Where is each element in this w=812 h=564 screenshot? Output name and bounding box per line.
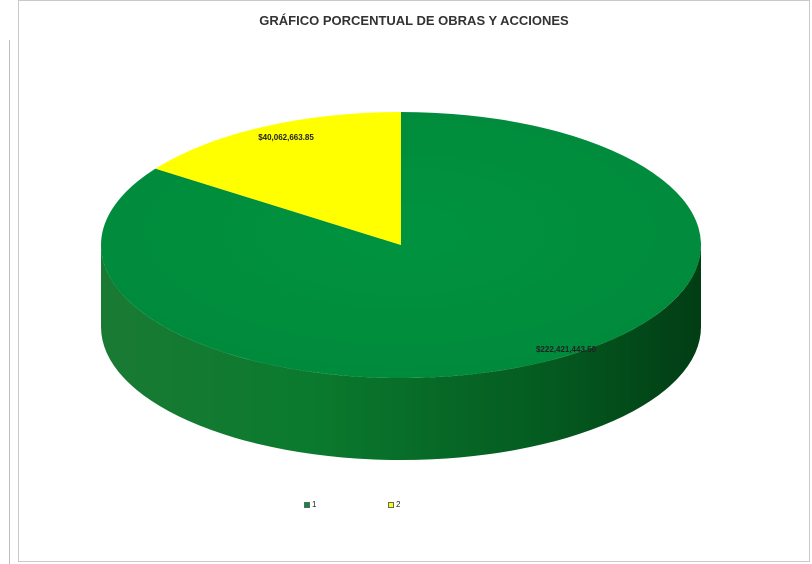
adjacent-panel-edge — [0, 40, 10, 564]
pie-side-wall — [101, 245, 701, 460]
chart-title: GRÁFICO PORCENTUAL DE OBRAS Y ACCIONES — [259, 13, 569, 28]
data-label-2: $40,062,663.85 — [258, 133, 314, 142]
legend-label-1: 1 — [312, 500, 317, 509]
data-label-1: $222,421,443.50 — [536, 345, 597, 354]
legend-swatch-1 — [304, 501, 310, 508]
legend-label-2: 2 — [396, 500, 401, 509]
legend-swatch-2 — [388, 501, 394, 508]
legend-item-2: 2 — [388, 500, 400, 509]
pie-slice-2 — [155, 112, 401, 245]
legend-item-1: 1 — [304, 500, 316, 509]
